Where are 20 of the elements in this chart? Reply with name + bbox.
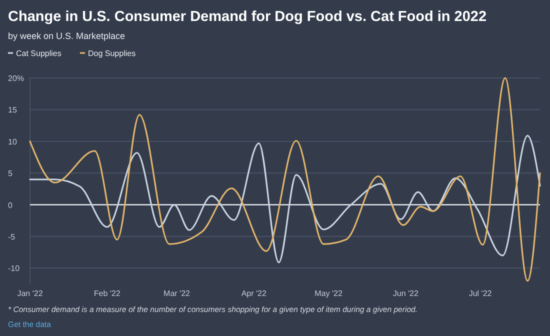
line-series xyxy=(29,77,541,282)
line-series xyxy=(29,134,541,264)
x-tick-label: Jun '22 xyxy=(392,289,419,298)
y-tick-label: 0 xyxy=(8,200,13,210)
y-tick-label: 20% xyxy=(8,74,24,83)
x-tick-label: May '22 xyxy=(314,289,343,298)
legend-label: Dog Supplies xyxy=(88,49,136,58)
chart-title: Change in U.S. Consumer Demand for Dog Food vs. Cat Food in 2022 xyxy=(8,9,487,25)
x-tick-label: Mar '22 xyxy=(164,289,191,298)
x-tick-label: Jan '22 xyxy=(17,289,44,298)
y-tick-label: -10 xyxy=(8,264,20,274)
x-tick-label: Feb '22 xyxy=(94,289,121,298)
y-tick-label: 5 xyxy=(8,169,13,178)
x-tick-label: Apr '22 xyxy=(241,289,267,298)
y-tick-label: 15 xyxy=(8,106,18,115)
chart-subtitle: by week on U.S. Marketplace xyxy=(8,31,126,41)
legend-label: Cat Supplies xyxy=(16,49,62,58)
y-tick-label: 10 xyxy=(8,137,18,146)
y-tick-label: -5 xyxy=(8,232,16,242)
x-tick-label: Jul '22 xyxy=(468,289,492,298)
